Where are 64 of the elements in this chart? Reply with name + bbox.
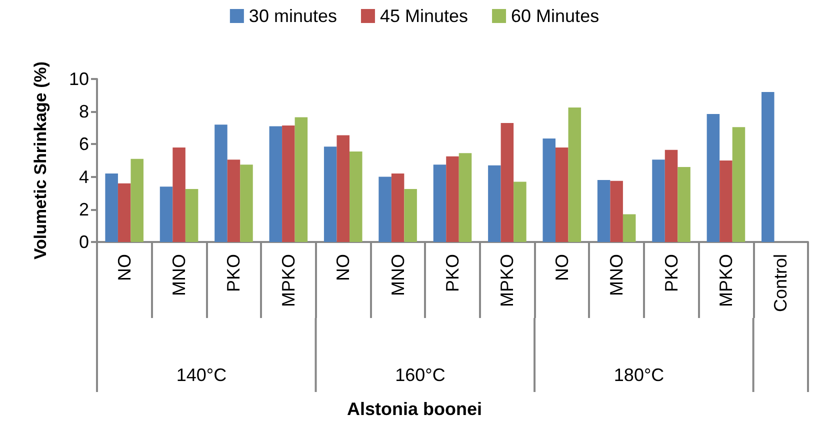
bar	[294, 117, 308, 242]
bar	[568, 108, 582, 242]
x-tick-label: MNO	[606, 254, 627, 296]
y-tick-label: 4	[78, 166, 89, 187]
legend-label: 30 minutes	[248, 6, 337, 26]
bar	[732, 127, 746, 242]
x-tick-label: MPKO	[716, 254, 736, 308]
bar	[172, 147, 186, 242]
bar	[458, 153, 472, 242]
bar	[269, 126, 282, 242]
y-axis-title: Volumetic Shrinkage (%)	[31, 61, 50, 260]
bar	[556, 147, 568, 242]
y-tick-label: 10	[68, 69, 89, 89]
x-tick-label: NO	[552, 254, 572, 281]
text: 140°C	[176, 365, 227, 385]
text: 160°C	[395, 365, 446, 385]
bar	[214, 124, 228, 242]
bar	[664, 150, 678, 242]
bar	[227, 160, 240, 242]
bar	[597, 180, 610, 242]
bar	[542, 138, 556, 242]
bar	[610, 180, 623, 242]
bar	[720, 160, 732, 242]
x-tick-label: MNO	[388, 254, 408, 296]
x-tick-label: Control	[770, 254, 791, 312]
bar	[130, 158, 144, 242]
bar	[324, 146, 337, 242]
x-tick-label: MNO	[169, 254, 190, 296]
text: 180°C	[614, 365, 664, 385]
legend-label: 60 Minutes	[511, 6, 600, 26]
bar	[706, 114, 720, 242]
x-tick-label: NO	[333, 254, 354, 281]
bar	[105, 174, 118, 242]
bar	[185, 189, 198, 242]
legend-label: 45 Minutes	[380, 6, 468, 26]
bar	[378, 176, 392, 242]
bar	[349, 152, 362, 242]
bar	[433, 164, 446, 242]
y-tick-label: 0	[78, 232, 89, 252]
bar	[500, 123, 514, 242]
bar	[514, 182, 526, 242]
text: Alstonia boonei	[347, 399, 482, 419]
bar	[404, 189, 417, 242]
bar	[762, 92, 774, 242]
y-tick-label: 2	[78, 199, 89, 220]
x-tick-label: PKO	[224, 254, 244, 292]
bar	[678, 167, 690, 242]
bar	[652, 160, 665, 242]
bar	[118, 183, 131, 242]
x-tick-label: MPKO	[497, 254, 518, 308]
bar	[282, 125, 295, 242]
y-tick-label: 6	[78, 134, 89, 154]
bar	[240, 164, 253, 242]
x-tick-label: PKO	[661, 254, 682, 292]
bar	[336, 135, 350, 242]
x-tick-label: MPKO	[278, 254, 298, 308]
bar	[488, 165, 501, 242]
x-tick-label: PKO	[442, 254, 462, 292]
bar	[160, 186, 173, 242]
bar	[446, 156, 459, 242]
bar	[622, 214, 636, 242]
y-tick-label: 8	[78, 102, 89, 122]
bar	[391, 174, 404, 242]
x-tick-label: NO	[114, 254, 134, 281]
